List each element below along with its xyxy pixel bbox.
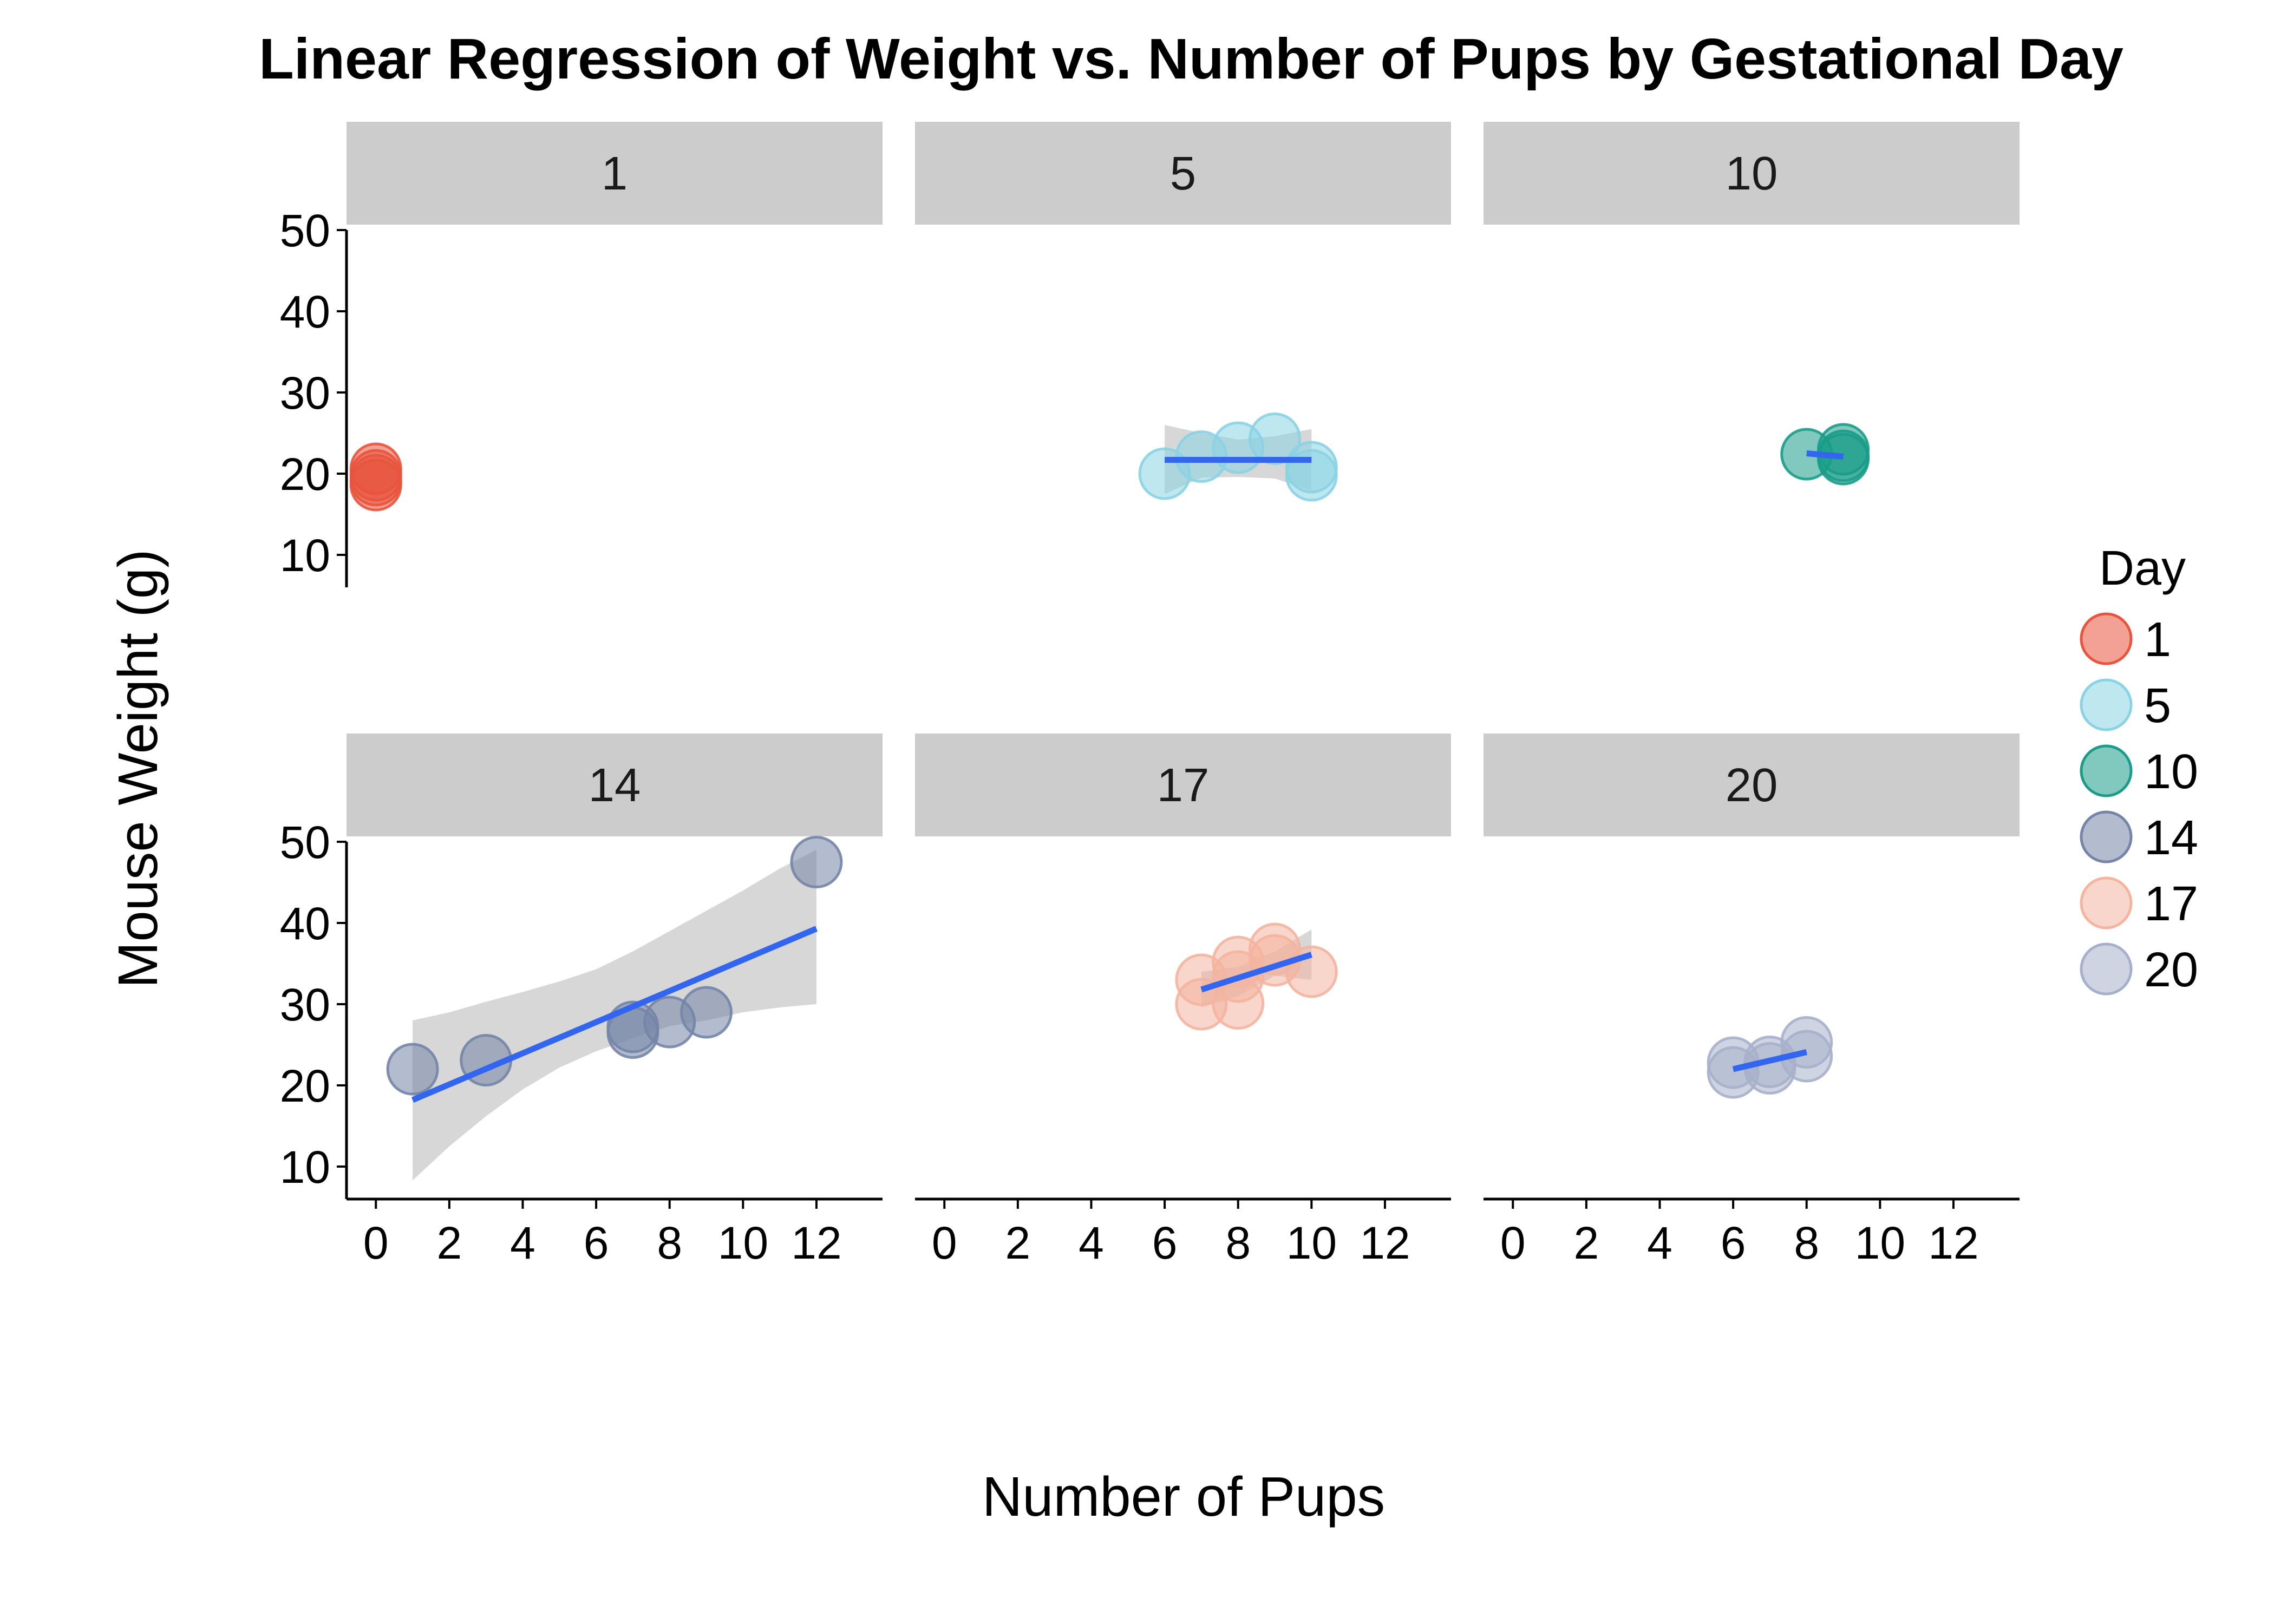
- y-tick-label: 20: [280, 1060, 330, 1111]
- regression-line: [1200, 952, 1312, 993]
- regression-line: [411, 926, 818, 1103]
- x-tick-label: 0: [932, 1217, 957, 1268]
- x-tick-label: 0: [1500, 1217, 1526, 1268]
- facet-strip-label: 17: [1157, 759, 1210, 811]
- legend-key: [2080, 876, 2133, 929]
- facet-panel-17: 17 0 2 4 6 8 10 12: [915, 734, 1451, 1268]
- x-axis-title: Number of Pups: [982, 1465, 1385, 1528]
- legend-key: [2080, 678, 2133, 731]
- legend-item-5: 5: [2080, 678, 2171, 733]
- y-tick-label: 10: [280, 530, 330, 581]
- regression-line: [1806, 450, 1844, 460]
- legend-label: 1: [2144, 613, 2171, 667]
- x-tick-label: 6: [1152, 1217, 1178, 1268]
- data-point: [386, 1043, 439, 1096]
- y-tick-label: 40: [280, 286, 330, 337]
- x-tick-label: 12: [1928, 1217, 1978, 1268]
- x-tick-label: 10: [718, 1217, 768, 1268]
- facet-strip-label: 10: [1726, 147, 1778, 200]
- chart-title: Linear Regression of Weight vs. Number o…: [259, 27, 2123, 91]
- legend-key: [2080, 612, 2133, 665]
- legend-item-14: 14: [2080, 810, 2198, 865]
- legend-label: 17: [2144, 877, 2198, 931]
- facet-panel-10: 10: [1484, 122, 2020, 486]
- x-tick-label: 12: [1360, 1217, 1410, 1268]
- facet-strip: [915, 734, 1451, 836]
- y-tick-label: 20: [280, 449, 330, 500]
- facet-panel-1: 1 10 20 30 40 50: [280, 122, 883, 587]
- legend-key: [2080, 744, 2133, 797]
- legend-label: 5: [2144, 679, 2171, 733]
- legend-label: 20: [2144, 943, 2198, 997]
- facet-panel-5: 5: [915, 122, 1451, 502]
- facet-strip-label: 20: [1726, 759, 1778, 811]
- legend-label: 14: [2144, 811, 2198, 865]
- x-tick-label: 8: [1794, 1217, 1819, 1268]
- regression-line: [1732, 1049, 1807, 1072]
- x-tick-label: 10: [1286, 1217, 1337, 1268]
- facet-strip: [1484, 122, 2020, 225]
- legend-item-17: 17: [2080, 876, 2198, 931]
- data-point: [1817, 433, 1870, 486]
- x-tick-label: 2: [1005, 1217, 1031, 1268]
- x-tick-label: 0: [363, 1217, 389, 1268]
- facet-panel-14: 14 10 20 30 40 50 0 2 4 6 8 10 12: [280, 734, 883, 1268]
- legend: Day 1 5 10 14 17 20: [2080, 541, 2198, 997]
- legend-item-1: 1: [2080, 612, 2171, 667]
- facet-strip: [347, 122, 883, 225]
- facet-strip-label: 14: [589, 759, 641, 811]
- facet-strip-label: 5: [1170, 147, 1196, 200]
- data-point: [680, 986, 733, 1039]
- data-point: [1285, 945, 1338, 998]
- x-tick-label: 6: [584, 1217, 609, 1268]
- x-tick-label: 8: [1225, 1217, 1251, 1268]
- x-tick-label: 12: [791, 1217, 841, 1268]
- facet-panel-20: 20 0 2 4 6 8 10 12: [1484, 734, 2020, 1268]
- facet-strip: [347, 734, 883, 836]
- y-axis-title: Mouse Weight (g): [107, 549, 169, 988]
- x-tick-label: 10: [1855, 1217, 1905, 1268]
- y-tick-label: 30: [280, 368, 330, 418]
- y-tick-label: 50: [280, 817, 330, 868]
- facet-strip-label: 1: [602, 147, 628, 200]
- x-tick-label: 2: [1574, 1217, 1599, 1268]
- y-tick-label: 50: [280, 205, 330, 256]
- x-tick-label: 6: [1721, 1217, 1746, 1268]
- legend-item-10: 10: [2080, 744, 2198, 799]
- legend-item-20: 20: [2080, 942, 2198, 997]
- x-tick-label: 2: [437, 1217, 462, 1268]
- data-point: [349, 459, 402, 512]
- facet-strip: [915, 122, 1451, 225]
- y-tick-label: 10: [280, 1142, 330, 1193]
- facet-strip: [1484, 734, 2020, 836]
- legend-key: [2080, 810, 2133, 863]
- x-tick-label: 8: [657, 1217, 682, 1268]
- data-point: [1249, 412, 1302, 465]
- legend-label: 10: [2144, 745, 2198, 799]
- x-tick-label: 4: [510, 1217, 535, 1268]
- y-tick-label: 30: [280, 979, 330, 1030]
- data-point: [790, 836, 843, 888]
- legend-title: Day: [2099, 541, 2186, 595]
- y-tick-label: 40: [280, 898, 330, 949]
- x-tick-label: 4: [1647, 1217, 1672, 1268]
- legend-key: [2080, 942, 2133, 996]
- x-tick-label: 4: [1079, 1217, 1104, 1268]
